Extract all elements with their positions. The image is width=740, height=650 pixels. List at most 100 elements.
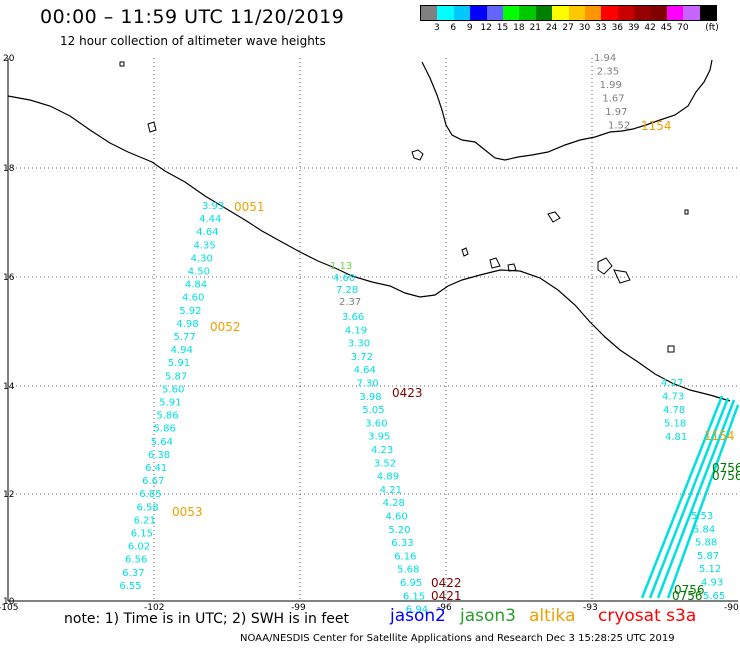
wave-height-value: 5.91: [159, 398, 181, 409]
wave-height-value: 4.28: [383, 498, 405, 509]
wave-height-value: 5.68: [397, 565, 419, 576]
wave-height-value: 5.86: [154, 424, 176, 435]
gulf-of-mexico-coastline: [421, 59, 713, 161]
wave-height-value: 4.50: [188, 267, 210, 278]
wave-height-value: 4.64: [196, 227, 218, 238]
wave-height-value: 1.94: [594, 53, 616, 64]
legend-label: 6: [450, 23, 457, 33]
legend-label: 39: [627, 23, 640, 33]
legend-swatch: [568, 6, 585, 20]
wave-height-value: 5.87: [165, 371, 187, 382]
wave-height-value: 4.30: [191, 253, 213, 264]
legend-unit: (ft): [705, 23, 719, 33]
pass-time-label: 0423: [392, 386, 423, 400]
legend-label: 9: [466, 23, 473, 33]
wave-height-value: 6.67: [142, 476, 164, 487]
wave-height-value: 6.15: [131, 529, 153, 540]
wave-height-value: 5.20: [388, 525, 410, 536]
wave-height-value: 5.05: [362, 405, 384, 416]
legend-swatch: [699, 6, 717, 20]
pass-time-label: 0422: [431, 576, 462, 590]
legend-label: 33: [595, 23, 607, 33]
wave-height-value: 3.66: [342, 312, 364, 323]
pass-time-label: 0053: [172, 505, 203, 519]
legend-swatch: [453, 6, 471, 20]
wave-height-value: 4.60: [386, 512, 408, 523]
legend-swatch: [519, 6, 536, 20]
wave-height-value: 3.60: [365, 418, 387, 429]
wave-height-value: 5.53: [691, 511, 713, 522]
y-tick-label: 14: [3, 382, 15, 392]
y-tick-label: 20: [3, 54, 15, 64]
wave-height-value: 7.30: [357, 379, 379, 390]
wave-height-value: 1.13: [330, 261, 352, 272]
legend-swatch: [650, 6, 667, 20]
legend-label: 24: [545, 23, 558, 33]
wave-height-value: 5.12: [699, 564, 721, 575]
wave-height-value: 4.93: [701, 578, 723, 589]
wave-height-value: 6.02: [128, 542, 150, 553]
wave-height-value: 3.52: [374, 458, 396, 469]
gridlines: [8, 58, 738, 601]
pass-time-label: 0756: [712, 461, 740, 475]
map-title: 00:00 – 11:59 UTC 11/20/2019: [40, 6, 345, 28]
wave-height-value: 5.92: [179, 306, 201, 317]
wave-height-value: 3.93: [202, 201, 224, 212]
wave-height-value: 4.19: [345, 325, 367, 336]
wave-height-value: 5.60: [162, 384, 184, 395]
wave-height-value: 5.84: [693, 524, 715, 535]
wave-height-value: 3.72: [351, 352, 373, 363]
x-tick-label: -102: [144, 603, 164, 613]
wave-height-value: 6.55: [119, 581, 141, 592]
wave-height-value: 5.18: [664, 419, 686, 430]
color-legend: 3 6 9 12 15 18 21 24 27 30 33 36 39 42 45 70 (ft): [420, 5, 719, 35]
wave-height-value: 4.27: [661, 378, 683, 389]
wave-height-value: 6.33: [391, 538, 413, 549]
wave-height-value: 7.28: [336, 285, 358, 296]
footer-note: note: 1) Time is in UTC; 2) SWH is in fe…: [64, 611, 350, 627]
wave-height-value: 5.64: [151, 437, 173, 448]
wave-height-value: 6.15: [403, 591, 425, 602]
legend-swatch: [617, 6, 635, 20]
y-tick-label: 10: [3, 597, 15, 607]
wave-height-value: 6.95: [400, 578, 422, 589]
x-tick-label: -99: [291, 603, 306, 613]
x-tick-label: -105: [0, 603, 18, 613]
wave-height-value: 4.94: [171, 345, 193, 356]
wave-height-value: 4.78: [663, 405, 685, 416]
legend-swatch: [486, 6, 503, 20]
wave-height-value: 5.65: [703, 591, 725, 602]
wave-height-value: 6.94: [406, 605, 428, 616]
legend-label: 30: [578, 23, 591, 33]
wave-height-value: 3.98: [359, 392, 381, 403]
y-tick-label: 18: [3, 164, 15, 174]
legend-label: 3: [434, 23, 440, 33]
wave-height-value: 2.37: [339, 297, 361, 308]
legend-swatch: [584, 6, 602, 20]
wave-height-value: 4.23: [371, 445, 393, 456]
legend-label: 18: [513, 23, 525, 33]
legend-swatch: [502, 6, 520, 20]
wave-height-value: 5.87: [697, 551, 719, 562]
legend-sat-jason2: jason2: [390, 606, 446, 626]
wave-height-value: 5.77: [174, 332, 196, 343]
wave-height-value: 1.52: [608, 121, 630, 132]
legend-label: 15: [496, 23, 509, 33]
pass-time-label: 0756: [712, 469, 740, 483]
east-track-lines: [640, 395, 740, 599]
legend-swatch: [683, 6, 700, 20]
x-tick-label: -96: [437, 603, 452, 613]
pass-time-label: 0052: [210, 320, 241, 334]
pass-time-label: 1154: [641, 119, 672, 133]
mexico-pacific-coastline: [7, 95, 731, 402]
wave-height-value: 6.58: [136, 502, 158, 513]
legend-swatch: [552, 6, 569, 20]
wave-height-value: 2.35: [597, 67, 619, 78]
pass-time-label: 0421: [431, 589, 462, 603]
wave-height-value: 5.88: [695, 538, 717, 549]
map-subtitle: 12 hour collection of altimeter wave hei…: [60, 34, 326, 48]
legend-labels: 3 6 9 12 15 18 21 24 27 30 33 36 39 42 45 70 (ft): [420, 21, 719, 35]
pass-time-label: 1154: [704, 429, 735, 443]
